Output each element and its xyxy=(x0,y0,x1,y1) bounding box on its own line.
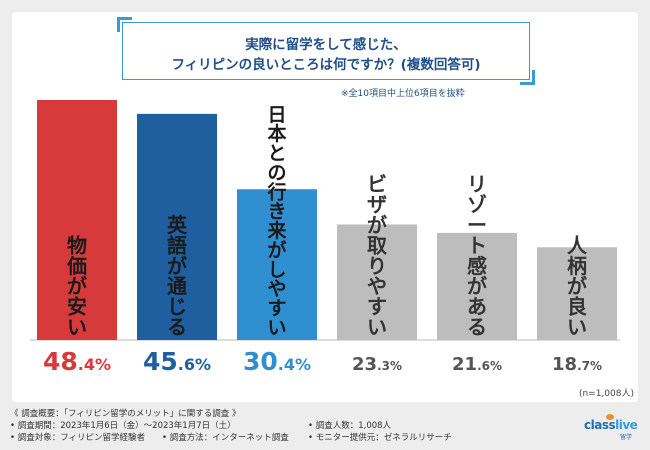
survey-overview: 《 調査概要：「フィリピン留学のメリット」に関する調査 》 xyxy=(10,409,241,419)
sample-size: (n=1,008人) xyxy=(578,389,634,399)
bar-6 xyxy=(537,247,617,340)
chart-title-line-1: 実際に留学をして感じた、 xyxy=(245,37,407,53)
survey-period: • 調査期間：2023年1月6日（金）〜2023年1月7日（土） xyxy=(10,421,236,431)
value-label: 18.7% xyxy=(552,354,602,375)
classlive-logo: classlive 留学 xyxy=(580,412,640,442)
bar-chart: 物価が安い 48.4% 英語が通じる 45.6% 日本との行き来がしやすい 30.4% ビザ… xyxy=(30,100,620,376)
value-label: 30.4% xyxy=(243,347,311,376)
chart-title-box: 実際に留学をして感じた、 フィリピンの良いところは何ですか？(複数回答可) xyxy=(117,17,535,85)
survey-respondents: • 調査人数：1,008人 xyxy=(308,421,392,431)
category-label: 物価が安い xyxy=(66,233,87,339)
value-label: 23.3% xyxy=(352,354,402,375)
logo-text-live: live xyxy=(615,418,638,432)
bar-2 xyxy=(137,113,217,340)
survey-target: • 調査対象：フィリピン留学経験者 xyxy=(10,433,146,443)
category-label: 日本との行き来がしやすい xyxy=(266,104,286,339)
title-corner-accent xyxy=(117,17,132,32)
category-label: 英語が通じる xyxy=(167,213,188,339)
bar-3 xyxy=(237,189,317,340)
logo-text-class: class xyxy=(584,418,616,432)
chart-subtitle: ※全10項目中上位6項目を抜粋 xyxy=(341,89,465,99)
bar-4 xyxy=(337,224,417,340)
bar-1 xyxy=(37,100,117,340)
category-label: ビザが取りやすい xyxy=(367,172,387,339)
chart-title-line-2: フィリピンの良いところは何ですか？(複数回答可) xyxy=(171,57,481,73)
value-label: 21.6% xyxy=(452,354,502,375)
logo-subtext: 留学 xyxy=(620,434,633,441)
value-label: 48.4% xyxy=(43,347,111,376)
bar-5 xyxy=(437,232,517,340)
category-label: 人柄が良い xyxy=(567,233,588,339)
value-label: 45.6% xyxy=(143,347,211,376)
survey-method: • 調査方法：インターネット調査 xyxy=(162,433,289,443)
category-label: リゾート感がある xyxy=(467,172,487,339)
title-corner-accent xyxy=(520,70,535,85)
survey-provider: • モニター提供元：ゼネラルリサーチ xyxy=(308,433,452,443)
logo-dot-icon xyxy=(606,414,614,420)
